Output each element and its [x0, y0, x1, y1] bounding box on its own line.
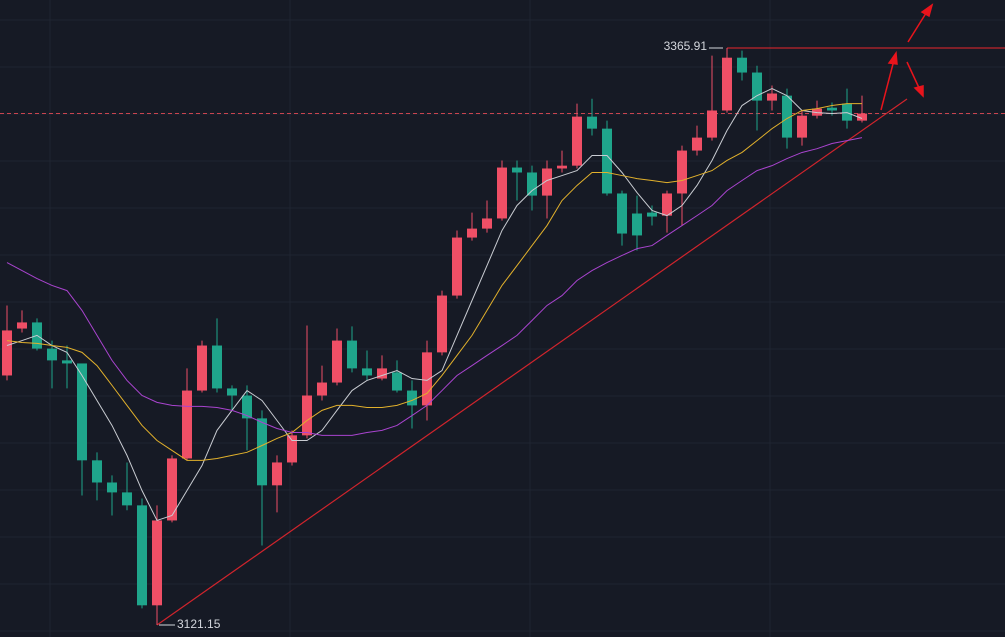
- low-label: 3121.15: [177, 617, 221, 631]
- candle-body: [47, 348, 57, 361]
- candle-body: [2, 330, 12, 376]
- candle-body: [572, 116, 582, 166]
- candle-body: [587, 116, 597, 129]
- high-label: 3365.91: [664, 39, 708, 53]
- candle-body: [122, 492, 132, 506]
- candle-body: [422, 352, 432, 406]
- candle-body: [392, 372, 402, 391]
- candle-body: [782, 95, 792, 138]
- arrows: [880, 3, 934, 111]
- candle-body: [662, 193, 672, 216]
- candle-body: [152, 520, 162, 606]
- candle-body: [107, 482, 117, 493]
- candle-body: [17, 322, 27, 329]
- candle-body: [302, 395, 312, 436]
- candle-body: [797, 115, 807, 138]
- arrow-head: [913, 85, 924, 98]
- arrow-head: [887, 50, 898, 65]
- candle-body: [467, 228, 477, 238]
- candle-body: [677, 150, 687, 194]
- candle-body: [92, 460, 102, 483]
- candle-body: [707, 110, 717, 138]
- candle-body: [272, 462, 282, 486]
- candle-body: [512, 167, 522, 173]
- arrow-up: [880, 59, 895, 111]
- candle-body: [827, 107, 837, 111]
- candle-body: [257, 418, 267, 486]
- moving-average-line: [6, 88, 863, 522]
- candle-body: [317, 382, 327, 396]
- candle-body: [377, 368, 387, 379]
- candle-body: [77, 363, 87, 461]
- candle-body: [722, 57, 732, 111]
- candle-body: [212, 345, 222, 389]
- candle-body: [542, 168, 552, 196]
- arrow-down: [906, 61, 921, 91]
- candle-body: [617, 193, 627, 234]
- trend-line: [156, 98, 908, 626]
- candle-body: [287, 435, 297, 463]
- candle-body: [407, 390, 417, 406]
- candle-body: [632, 213, 642, 236]
- candle-body: [692, 137, 702, 151]
- candle-body: [62, 360, 72, 364]
- arrow-up-right: [907, 9, 929, 43]
- moving-average-line: [6, 137, 863, 436]
- candle-body: [167, 458, 177, 521]
- candle-body: [347, 340, 357, 369]
- candle-body: [767, 93, 777, 101]
- candle-body: [527, 172, 537, 196]
- candle-body: [137, 505, 147, 606]
- candle-body: [647, 212, 657, 217]
- arrow-head: [920, 3, 934, 18]
- candle-body: [362, 368, 372, 376]
- candle-body: [602, 128, 612, 194]
- candle-body: [737, 57, 747, 73]
- candle-body: [752, 72, 762, 101]
- candle-body: [557, 165, 567, 169]
- candle-body: [332, 340, 342, 383]
- candle-body: [197, 345, 207, 391]
- moving-average-line: [6, 103, 862, 461]
- candle-body: [437, 295, 447, 353]
- candle-body: [497, 167, 507, 219]
- candle-body: [227, 388, 237, 396]
- candle-body: [242, 395, 252, 419]
- candle-body: [857, 113, 867, 121]
- candle-body: [182, 390, 192, 459]
- candle-body: [452, 237, 462, 296]
- candle-body: [482, 218, 492, 229]
